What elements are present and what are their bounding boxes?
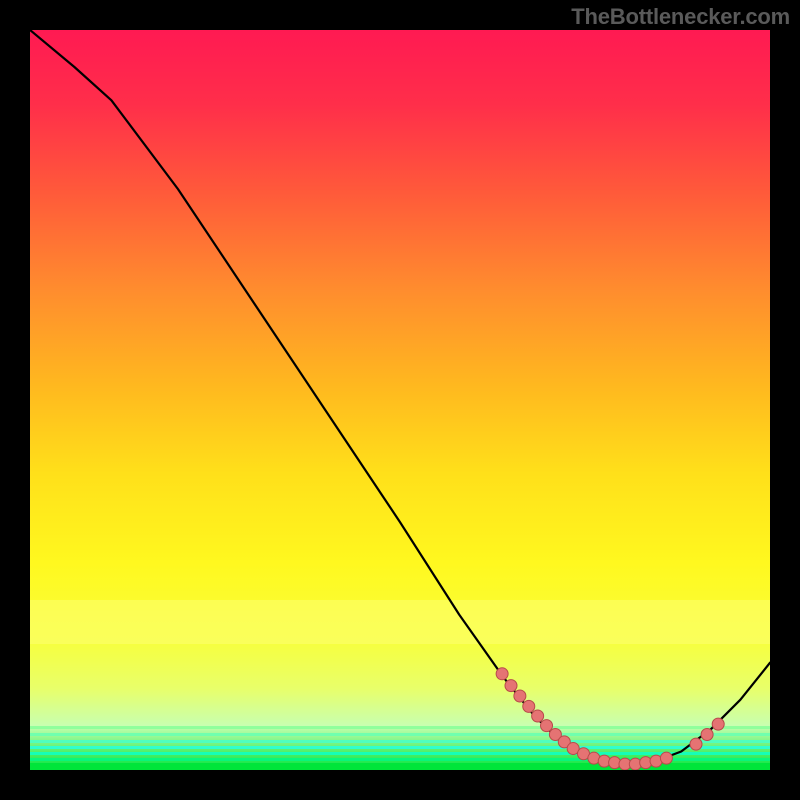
curve-marker — [505, 680, 517, 692]
curve-marker — [660, 752, 672, 764]
bottleneck-curve — [30, 30, 770, 765]
curve-marker — [690, 738, 702, 750]
curve-marker — [496, 668, 508, 680]
curve-marker — [514, 690, 526, 702]
plot-area — [30, 30, 770, 770]
watermark-label: TheBottlenecker.com — [571, 4, 790, 30]
canvas-root: TheBottlenecker.com — [0, 0, 800, 800]
chart-overlay — [30, 30, 770, 770]
curve-marker — [712, 718, 724, 730]
curve-marker — [532, 710, 544, 722]
curve-marker — [541, 720, 553, 732]
curve-marker — [523, 700, 535, 712]
curve-marker — [701, 728, 713, 740]
